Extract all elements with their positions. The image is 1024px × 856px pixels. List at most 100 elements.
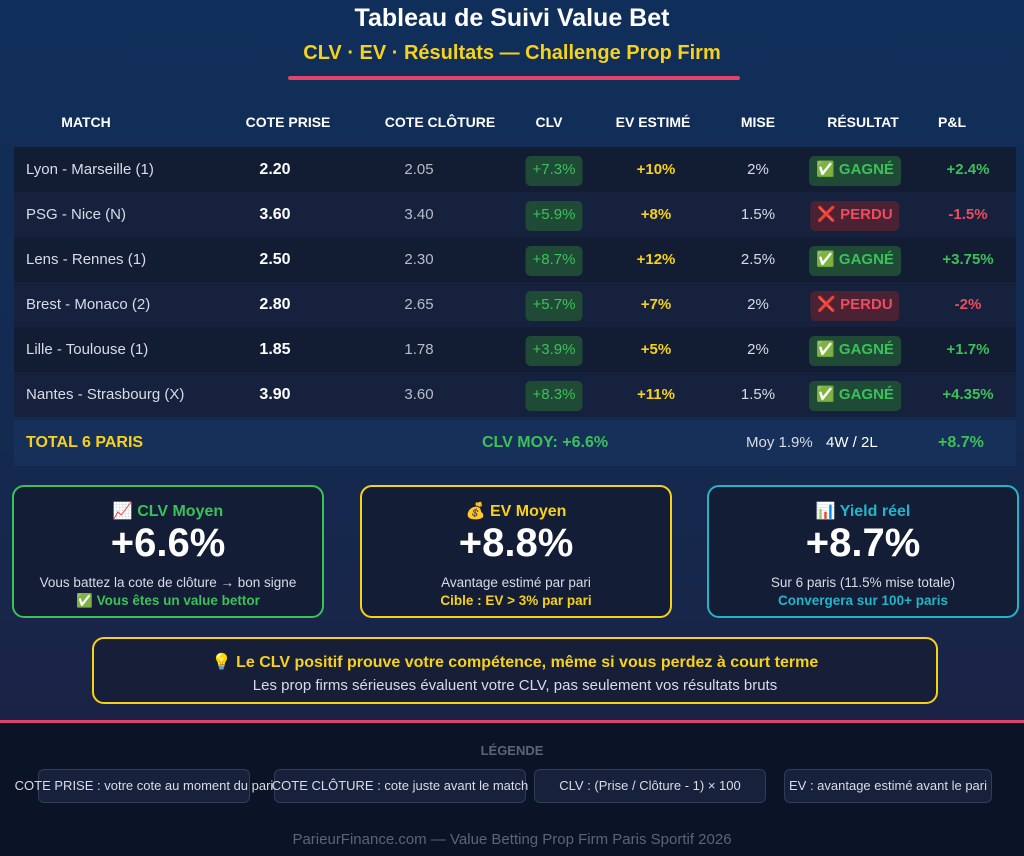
cote-cloture: 2.05 — [404, 161, 434, 178]
clv-value: +3.9% — [525, 327, 583, 372]
clv-value-badge: +8.7% — [525, 246, 583, 276]
cote-cloture: 2.30 — [404, 251, 434, 268]
clv-value: +7.3% — [525, 147, 583, 192]
cote-prise: 2.80 — [259, 296, 291, 313]
result-badge: ❌ PERDU — [810, 201, 900, 231]
column-header: RÉSULTAT — [827, 114, 899, 130]
ev-value: +8% — [640, 206, 672, 223]
mise-value: 2% — [747, 161, 769, 178]
stat-card: 📊 Yield réel +8.7% Sur 6 paris (11.5% mi… — [707, 485, 1019, 618]
mise-value: 2% — [747, 341, 769, 358]
total-row: TOTAL 6 PARIS CLV MOY: +6.6% Moy 1.9% 4W… — [14, 420, 1016, 466]
card-note: Cible : EV > 3% par pari — [440, 593, 592, 608]
clv-value-badge: +5.9% — [525, 201, 583, 231]
total-record: 4W / 2L — [826, 434, 878, 451]
column-header: COTE CLÔTURE — [384, 114, 496, 130]
ev-value: +11% — [637, 386, 675, 403]
column-header: MATCH — [61, 114, 111, 130]
legend-item-cote-cloture: COTE CLÔTURE : cote juste avant le match — [271, 769, 529, 803]
match-name: Lyon - Marseille (1) — [26, 161, 154, 178]
result-badge: ✅ GAGNÉ — [809, 156, 901, 186]
mise-value: 1.5% — [740, 386, 776, 403]
clv-value: +8.7% — [525, 237, 583, 282]
result-badge: ✅ GAGNÉ — [809, 336, 901, 366]
match-name: Lille - Toulouse (1) — [26, 341, 149, 358]
column-header: P&L — [938, 114, 966, 130]
card-description: Sur 6 paris (11.5% mise totale) — [770, 575, 956, 590]
legend-text: COTE PRISE : votre cote au moment du par… — [14, 778, 274, 793]
pl-value: +4.35% — [942, 386, 994, 403]
card-title: 📈 CLV Moyen — [112, 503, 224, 520]
table-row: Nantes - Strasbourg (X) 3.90 3.60 +8.3% +11%… — [14, 372, 1016, 417]
table-row: PSG - Nice (N) 3.60 3.40 +5.9% +8% 1.5% ❌ PERD… — [14, 192, 1016, 237]
match-name: Lens - Rennes (1) — [26, 251, 147, 268]
legend-text: COTE CLÔTURE : cote juste avant le match — [271, 778, 529, 793]
total-clv: CLV MOY: +6.6% — [482, 434, 609, 451]
table-row: Lille - Toulouse (1) 1.85 1.78 +3.9% +5% 2% ✅ … — [14, 327, 1016, 372]
legend-item-clv: CLV : (Prise / Clôture - 1) × 100 — [534, 769, 766, 803]
column-header: MISE — [740, 114, 776, 130]
tip-headline: 💡 Le CLV positif prouve votre compétence… — [211, 654, 819, 671]
clv-value-badge: +7.3% — [525, 156, 583, 186]
mise-value: 1.5% — [740, 206, 776, 223]
column-header: EV ESTIMÉ — [615, 114, 691, 130]
mise-value: 2.5% — [740, 251, 776, 268]
card-title: 💰 EV Moyen — [465, 503, 567, 520]
title-divider — [288, 76, 740, 80]
ev-value: +7% — [640, 296, 672, 313]
result-badge: ❌ PERDU — [810, 291, 900, 321]
total-pl: +8.7% — [938, 434, 984, 451]
clv-value: +8.3% — [525, 372, 583, 417]
cote-cloture: 3.60 — [404, 386, 434, 403]
footer: LÉGENDE COTE PRISE : votre cote au momen… — [0, 720, 1024, 856]
pl-value: +2.4% — [946, 161, 990, 178]
legend-text: EV : avantage estimé avant le pari — [788, 778, 988, 793]
card-description: Vous battez la cote de clôture → bon sig… — [39, 575, 297, 590]
cote-prise: 3.90 — [259, 386, 291, 403]
column-header: COTE PRISE — [245, 114, 331, 130]
result: ❌ PERDU — [810, 282, 900, 327]
pl-value: +1.7% — [946, 341, 990, 358]
mise-value: 2% — [747, 296, 769, 313]
stat-card: 💰 EV Moyen +8.8% Avantage estimé par par… — [360, 485, 672, 618]
pl-value: -1.5% — [948, 206, 988, 223]
result-badge: ✅ GAGNÉ — [809, 246, 901, 276]
total-label: TOTAL 6 PARIS — [26, 434, 144, 451]
card-note: ✅ Vous êtes un value bettor — [76, 593, 260, 608]
cote-prise: 1.85 — [259, 341, 291, 358]
clv-value-badge: +8.3% — [525, 381, 583, 411]
result: ✅ GAGNÉ — [809, 147, 901, 192]
table-row: Lyon - Marseille (1) 2.20 2.05 +7.3% +10% 2% ✅… — [14, 147, 1016, 192]
result: ❌ PERDU — [810, 192, 900, 237]
result: ✅ GAGNÉ — [809, 237, 901, 282]
cote-prise: 3.60 — [259, 206, 291, 223]
card-value: +8.8% — [458, 521, 574, 565]
cote-cloture: 3.40 — [404, 206, 434, 223]
card-note: Convergera sur 100+ paris — [778, 593, 948, 608]
ev-value: +12% — [636, 251, 676, 268]
footer-text: ParieurFinance.com — Value Betting Prop … — [292, 831, 732, 848]
ev-value: +10% — [636, 161, 676, 178]
pl-value: +3.75% — [942, 251, 994, 268]
cote-cloture: 2.65 — [404, 296, 434, 313]
table-row: Brest - Monaco (2) 2.80 2.65 +5.7% +7% 2% ❌ PE… — [14, 282, 1016, 327]
legend-text: CLV : (Prise / Clôture - 1) × 100 — [559, 778, 741, 793]
card-value: +8.7% — [805, 521, 921, 565]
table-row: Lens - Rennes (1) 2.50 2.30 +8.7% +12% 2.5% ✅ … — [14, 237, 1016, 282]
result: ✅ GAGNÉ — [809, 327, 901, 372]
result-badge: ✅ GAGNÉ — [809, 381, 901, 411]
card-description: Avantage estimé par pari — [441, 575, 591, 590]
page-title: Tableau de Suivi Value Bet — [354, 4, 670, 32]
match-name: Brest - Monaco (2) — [26, 296, 151, 313]
total-mise: Moy 1.9% — [746, 434, 813, 451]
card-value: +6.6% — [110, 521, 226, 565]
match-name: Nantes - Strasbourg (X) — [26, 386, 185, 403]
clv-value: +5.7% — [525, 282, 583, 327]
match-name: PSG - Nice (N) — [26, 206, 127, 223]
clv-value: +5.9% — [525, 192, 583, 237]
page-subtitle: CLV · EV · Résultats — Challenge Prop Fi… — [303, 42, 721, 64]
ev-value: +5% — [640, 341, 672, 358]
cote-prise: 2.50 — [259, 251, 291, 268]
card-title: 📊 Yield réel — [815, 503, 911, 520]
column-header: CLV — [535, 114, 563, 130]
